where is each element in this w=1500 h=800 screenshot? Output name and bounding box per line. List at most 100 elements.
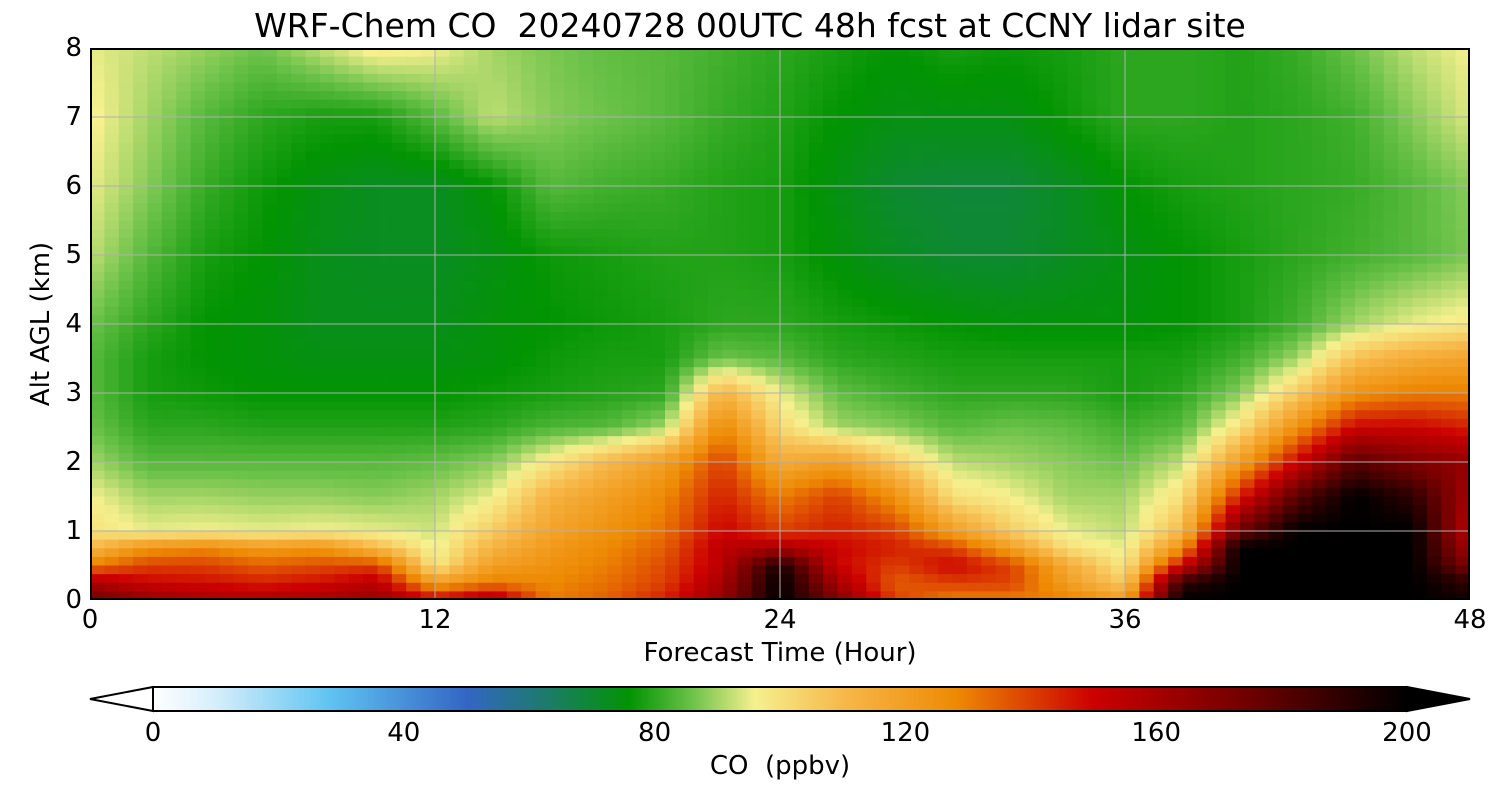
heat-cell (909, 341, 925, 351)
heat-cell (1125, 565, 1140, 575)
heat-cell (808, 582, 824, 592)
heat-cell (478, 272, 494, 282)
heat-cell (420, 513, 436, 523)
heat-cell (363, 186, 379, 196)
heat-cell (866, 289, 882, 299)
heat-cell (923, 358, 939, 368)
heat-cell (708, 272, 724, 282)
heat-cell (291, 332, 307, 342)
heat-cell (262, 384, 278, 394)
heat-cell (463, 496, 479, 506)
heat-cell (506, 349, 522, 360)
heat-cell (1196, 410, 1212, 420)
heat-cell (435, 358, 450, 368)
heat-cell (406, 211, 422, 222)
heat-cell (219, 539, 235, 549)
heat-cell (909, 367, 925, 377)
heat-cell (665, 48, 680, 58)
heat-cell (305, 134, 321, 144)
heat-cell (1038, 427, 1054, 437)
heat-cell (377, 186, 393, 196)
heat-cell (133, 393, 149, 403)
heat-cell (420, 453, 436, 463)
heat-cell (320, 73, 335, 84)
heat-cell (291, 315, 307, 325)
heat-cell (679, 211, 695, 222)
heat-cell (492, 186, 508, 196)
heat-cell (823, 367, 839, 377)
heat-cell (377, 384, 393, 394)
heat-cell (104, 211, 120, 222)
heat-cell (708, 393, 724, 403)
heat-cell (665, 125, 680, 135)
heat-cell (780, 367, 795, 377)
heat-cell (176, 142, 192, 153)
heat-cell (722, 298, 738, 308)
heat-cell (118, 462, 134, 472)
heat-cell (693, 427, 709, 437)
heat-cell (276, 134, 292, 144)
heat-cell (291, 470, 307, 480)
heat-cell (550, 125, 565, 135)
heat-cell (348, 375, 364, 385)
heat-cell (1125, 151, 1140, 161)
heat-cell (823, 531, 839, 541)
heat-cell (1010, 556, 1025, 567)
heat-cell (506, 324, 522, 334)
heat-cell (1125, 384, 1140, 394)
heat-cell (765, 479, 781, 489)
heat-cell (391, 194, 407, 204)
heat-cell (621, 177, 637, 187)
heat-cell (851, 332, 867, 342)
heat-cell (449, 134, 465, 144)
heat-cell (205, 591, 220, 600)
heat-cell (736, 574, 752, 584)
heat-cell (995, 108, 1011, 118)
heat-cell (406, 125, 422, 135)
heat-cell (449, 142, 465, 153)
heat-cell (291, 151, 307, 161)
heat-cell (1139, 531, 1155, 541)
heat-cell (334, 582, 350, 592)
heat-cell (391, 496, 407, 506)
heat-cell (708, 229, 724, 239)
heat-cell (1153, 48, 1169, 58)
heat-cell (550, 410, 565, 420)
heat-cell (406, 548, 422, 558)
heat-cell (780, 427, 795, 437)
heat-cell (665, 229, 680, 239)
heat-cell (463, 134, 479, 144)
heat-cell (1067, 168, 1083, 178)
heat-cell (262, 272, 278, 282)
heat-cell (1038, 246, 1054, 256)
heat-cell (363, 591, 379, 600)
heat-cell (1067, 315, 1083, 325)
heat-cell (320, 375, 335, 385)
heat-cell (780, 384, 795, 394)
heat-cell (1182, 367, 1198, 377)
heat-cell (823, 48, 839, 58)
heat-cell (118, 444, 134, 454)
heat-cell (1010, 324, 1025, 334)
heat-cell (104, 99, 120, 109)
heat-cell (492, 246, 508, 256)
heat-cell (1038, 462, 1054, 472)
heat-cell (1053, 99, 1069, 109)
heat-cell (895, 591, 910, 600)
heat-cell (435, 306, 450, 316)
heat-cell (708, 505, 724, 515)
heat-cell (1153, 522, 1169, 532)
heat-cell (895, 237, 910, 247)
heat-cell (621, 48, 637, 58)
heat-cell (794, 384, 810, 394)
heat-cell (550, 65, 565, 75)
heat-cell (650, 82, 666, 92)
heat-cell (880, 582, 896, 592)
heat-cell (1038, 539, 1054, 549)
heat-cell (578, 496, 594, 506)
heat-cell (607, 513, 623, 523)
heat-cell (780, 263, 795, 273)
heat-cell (736, 479, 752, 489)
heat-cell (161, 470, 177, 480)
heat-cell (363, 324, 379, 334)
